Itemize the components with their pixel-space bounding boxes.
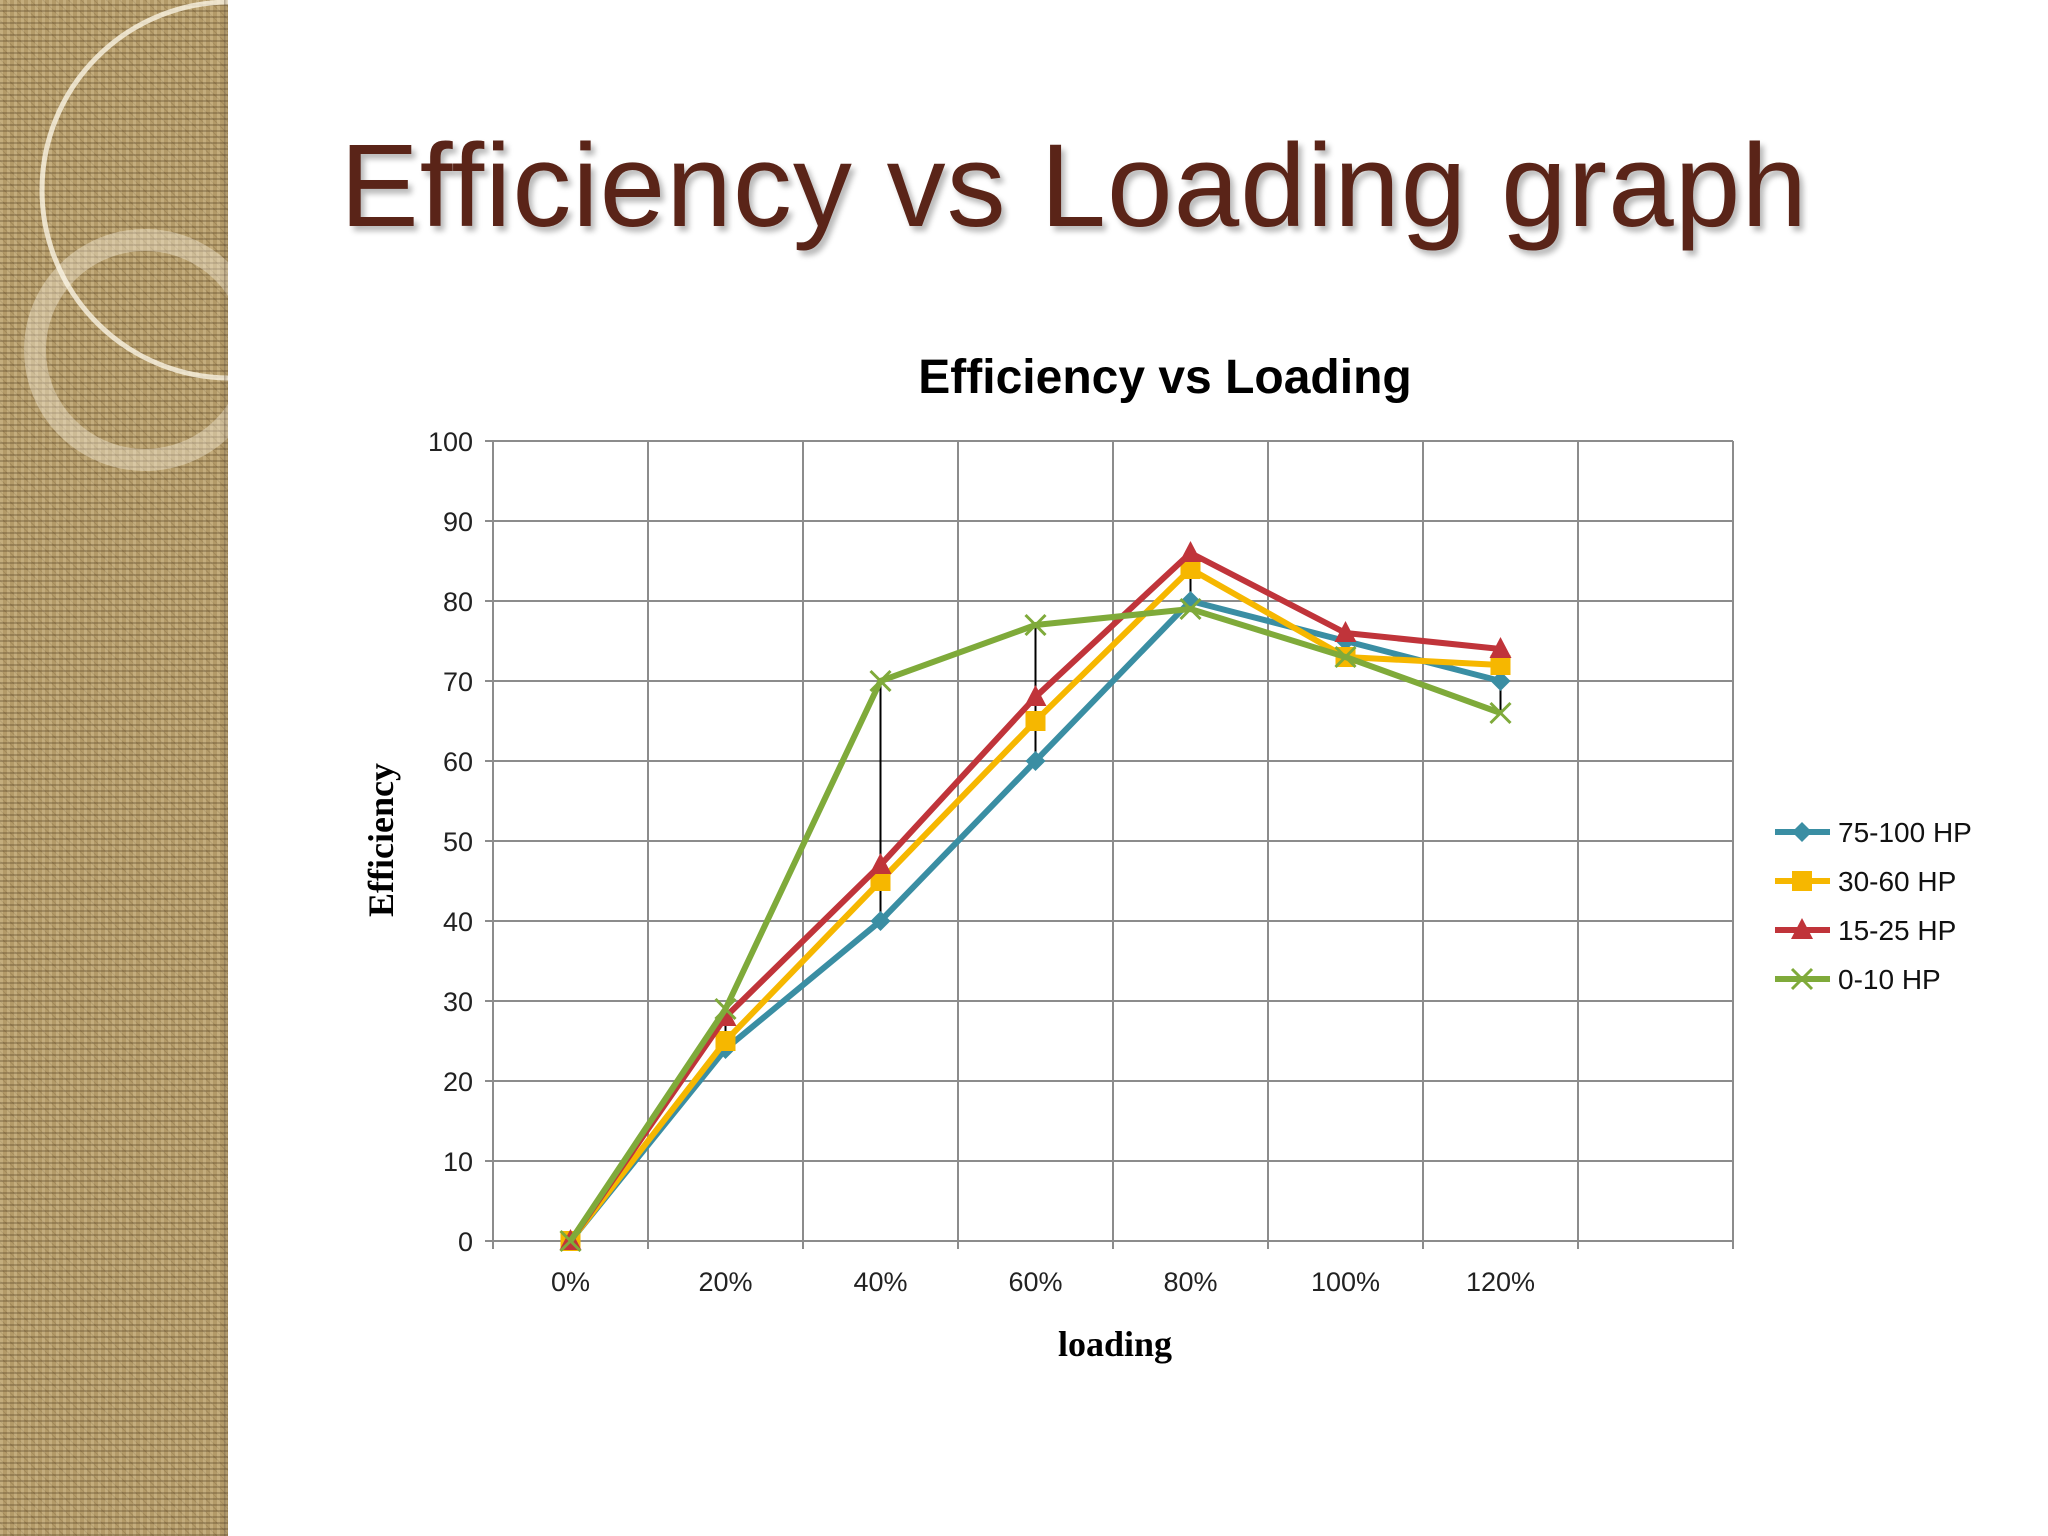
y-tick-label: 100	[428, 427, 473, 457]
y-tick-labels: 0 10 20 30 40 50 60 70 80 90 100	[428, 427, 473, 1257]
strip-edge-shadow	[224, 0, 228, 1536]
legend-marker	[1791, 918, 1813, 939]
data-point	[1490, 655, 1511, 675]
legend-item: 15-25 HP	[1775, 915, 1956, 946]
legend-marker	[1792, 822, 1812, 842]
data-point	[1490, 671, 1511, 691]
x-tick-label: 60%	[1008, 1267, 1062, 1297]
marker-stroke	[559, 1229, 582, 1253]
series-lines	[559, 541, 1512, 1253]
x-axis-label: loading	[1058, 1324, 1172, 1364]
y-tick-label: 30	[443, 987, 473, 1017]
x-tick-label: 100%	[1311, 1267, 1380, 1297]
y-tick-label: 0	[458, 1227, 473, 1257]
y-tick-label: 50	[443, 827, 473, 857]
marker-stroke	[1179, 597, 1202, 621]
legend-marker	[1792, 871, 1812, 891]
legend: 75-100 HP 30-60 HP 15-25 HP 0-10 HP	[1775, 817, 1972, 995]
small-ring	[24, 229, 228, 471]
legend-label: 0-10 HP	[1838, 964, 1941, 995]
legend-item: 30-60 HP	[1775, 866, 1956, 897]
chart-title: Efficiency vs Loading	[918, 351, 1411, 404]
data-point	[1179, 541, 1202, 562]
data-point	[1334, 645, 1357, 669]
x-tick-label: 0%	[551, 1267, 590, 1297]
marker-stroke	[869, 669, 892, 693]
data-point	[1489, 701, 1512, 725]
legend-marker	[1790, 967, 1814, 991]
y-tick-label: 80	[443, 587, 473, 617]
marker-stroke	[1334, 645, 1357, 669]
data-point	[870, 871, 891, 891]
y-axis-label: Efficiency	[361, 763, 401, 917]
legend-label: 30-60 HP	[1838, 866, 1956, 897]
marker-stroke	[1024, 613, 1047, 637]
data-point	[714, 997, 737, 1021]
data-point	[1334, 621, 1357, 642]
data-point	[559, 1229, 582, 1253]
data-point	[1179, 597, 1202, 621]
legend-item: 0-10 HP	[1775, 964, 1941, 995]
y-tick-label: 20	[443, 1067, 473, 1097]
legend-item: 75-100 HP	[1775, 817, 1972, 848]
data-point	[1025, 711, 1046, 731]
series-0-10-hp	[559, 597, 1512, 1253]
x-tick-label: 80%	[1163, 1267, 1217, 1297]
burlap-side-strip	[0, 0, 228, 1536]
data-point	[715, 1031, 736, 1051]
marker-stroke	[1790, 967, 1814, 991]
data-point	[1180, 559, 1201, 579]
x-tick-label: 20%	[698, 1267, 752, 1297]
data-point	[1025, 751, 1046, 771]
data-point	[1489, 637, 1512, 658]
data-point	[1024, 685, 1047, 706]
large-ring	[39, 0, 228, 381]
data-point	[870, 911, 891, 931]
y-tick-label: 10	[443, 1147, 473, 1177]
y-tick-label: 70	[443, 667, 473, 697]
gridlines	[485, 440, 1734, 1249]
data-point	[869, 853, 892, 874]
y-tick-label: 90	[443, 507, 473, 537]
y-tick-label: 40	[443, 907, 473, 937]
decorative-rings	[24, 0, 228, 471]
marker-stroke	[714, 997, 737, 1021]
x-tick-label: 40%	[853, 1267, 907, 1297]
legend-label: 75-100 HP	[1838, 817, 1972, 848]
legend-label: 15-25 HP	[1838, 915, 1956, 946]
marker-stroke	[1489, 701, 1512, 725]
x-tick-label: 120%	[1466, 1267, 1535, 1297]
data-point	[1024, 613, 1047, 637]
slide-title: Efficiency vs Loading graph	[340, 120, 1808, 252]
data-point	[869, 669, 892, 693]
y-tick-label: 60	[443, 747, 473, 777]
x-tick-labels: 0% 20% 40% 60% 80% 100% 120%	[551, 1267, 1535, 1297]
